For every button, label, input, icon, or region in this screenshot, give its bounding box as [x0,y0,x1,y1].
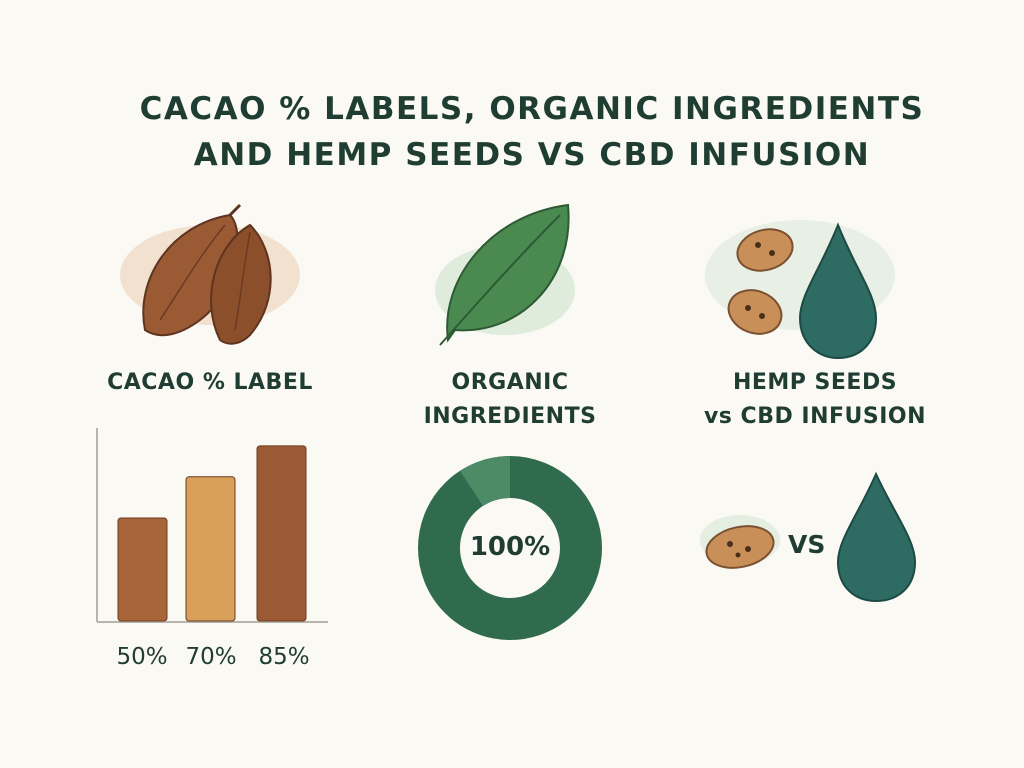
bar-70-percent [185,476,236,622]
title-line-1: CACAO % LABELS, ORGANIC INGREDIENTS [139,91,925,127]
hemp-label-line-2: vs CBD INFUSION [703,404,927,429]
vs-text: VS [788,530,826,559]
organic-label-line-2: INGREDIENTS [423,404,597,429]
hemp-seed-and-oil-drop-icon [705,220,895,360]
hemp-label: HEMP SEEDS vs CBD INFUSION [680,366,950,434]
page-title: CACAO % LABELS, ORGANIC INGREDIENTS AND … [0,86,1024,178]
cacao-pod-icon [120,203,300,345]
hemp-vs-cbd-comparison [700,471,917,603]
bar-85-percent [256,445,307,622]
hemp-label-line-1: HEMP SEEDS [732,370,898,395]
tick-label-2: 70% [185,644,236,670]
cbd-drop-icon [836,471,917,603]
leaf-icon [435,203,575,346]
cacao-bar-chart: 50% 70% 85% [96,428,328,670]
cacao-label: CACAO % LABEL [107,370,313,395]
donut-light-segment [460,456,510,506]
tick-label-1: 50% [116,644,167,670]
organic-donut-chart [418,456,602,640]
title-line-2: AND HEMP SEEDS VS CBD INFUSION [193,137,871,173]
donut-value: 100% [469,532,551,562]
bar-50-percent [117,517,168,622]
organic-label: ORGANIC INGREDIENTS [390,366,630,434]
organic-label-line-1: ORGANIC [451,370,569,395]
tick-label-3: 85% [258,644,309,670]
hemp-seed-icon [705,525,775,569]
